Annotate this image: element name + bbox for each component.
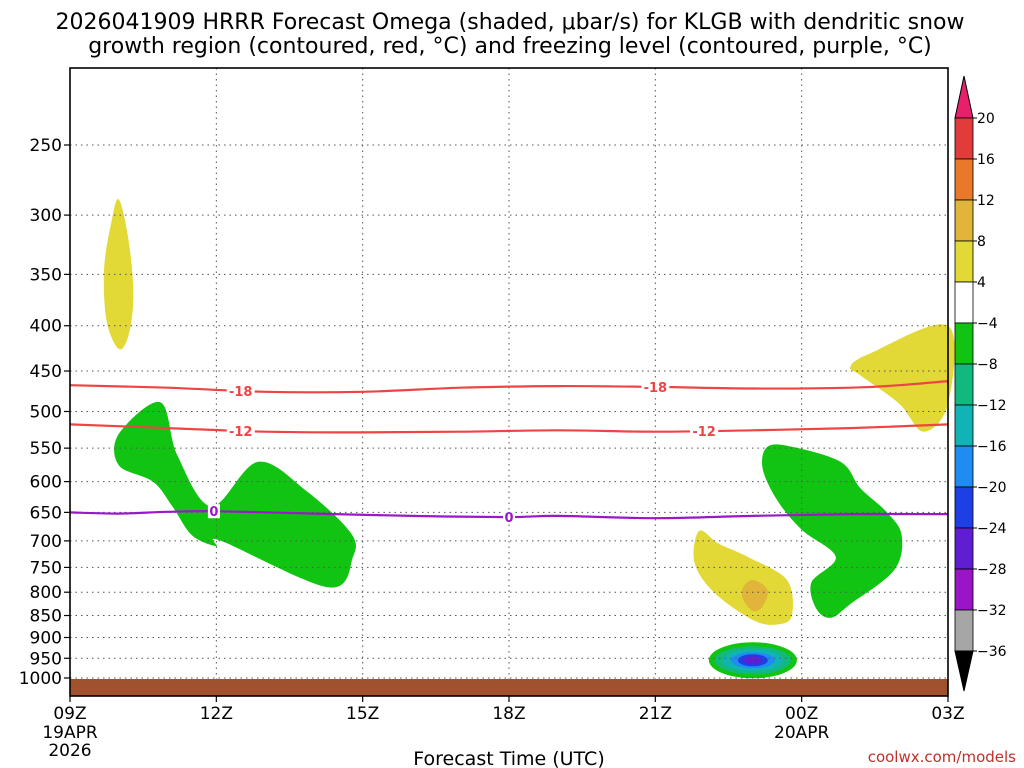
y-tick-label: 650	[30, 503, 62, 523]
colorbar-top-arrow	[954, 75, 974, 119]
y-tick-label: 600	[30, 473, 62, 493]
x-tick-label: 21Z	[639, 704, 672, 724]
colorbar-label: −8	[977, 357, 998, 373]
colorbar-box	[954, 486, 974, 529]
y-axis-ticks: 2503003504004505005506006507007508008509…	[19, 136, 70, 689]
contour-line	[69, 510, 949, 520]
x-tick-date: 19APR	[42, 723, 98, 743]
colorbar-box	[954, 363, 974, 406]
colorbar-box	[954, 445, 974, 488]
omega-bullseye-ring	[743, 656, 762, 665]
colorbar: 20 16 12 8 4 −4 −8 −12 −16 −20 −24 −28 −32 −36	[954, 75, 1007, 692]
contour-label: -18	[644, 381, 668, 396]
x-tick-label: 00Z	[785, 704, 818, 724]
omega-region	[741, 579, 768, 612]
colorbar-box	[954, 281, 974, 324]
y-tick-label: 500	[30, 403, 62, 423]
colorbar-label: 4	[977, 275, 986, 291]
y-tick-label: 450	[30, 362, 62, 382]
x-tick-year: 2026	[48, 741, 91, 761]
colorbar-box	[954, 117, 974, 160]
colorbar-label: −24	[977, 521, 1007, 537]
x-tick-label: 15Z	[346, 704, 379, 724]
colorbar-label: −4	[977, 316, 998, 332]
y-tick-label: 750	[30, 558, 62, 578]
x-tick-label: 03Z	[931, 704, 964, 724]
colorbar-label: 8	[977, 234, 986, 250]
contour-label: -12	[229, 425, 253, 440]
colorbar-box	[954, 199, 974, 242]
colorbar-label: −12	[977, 398, 1007, 414]
contour-line	[69, 423, 949, 434]
omega-region	[103, 198, 134, 350]
title-line-1: 2026041909 HRRR Forecast Omega (shaded, …	[55, 10, 964, 35]
colorbar-bottom-arrow	[954, 650, 974, 692]
omega-region	[850, 324, 955, 432]
colorbar-label: 12	[977, 193, 995, 209]
colorbar-label: −28	[977, 562, 1007, 578]
colorbar-label: 16	[977, 152, 995, 168]
y-tick-label: 250	[30, 136, 62, 156]
contour-label-bg	[641, 379, 670, 394]
colorbar-label: −36	[977, 644, 1007, 660]
contour-label-bg	[207, 504, 220, 519]
colorbar-box	[954, 404, 974, 447]
y-tick-label: 400	[30, 317, 62, 337]
x-tick-date: 20APR	[774, 723, 830, 743]
omega-region	[762, 444, 903, 618]
y-tick-label: 550	[30, 439, 62, 459]
contour-label: -12	[692, 425, 716, 440]
temperature-contours: -18 -18 -12 -12 0 0	[69, 379, 949, 526]
colorbar-box	[954, 527, 974, 570]
y-tick-label: 1000	[19, 669, 62, 689]
colorbar-box	[954, 322, 974, 365]
contour-label-bg	[690, 423, 719, 438]
y-tick-label: 700	[30, 532, 62, 552]
gridlines	[69, 68, 949, 696]
ground-surface	[70, 679, 948, 696]
omega-region	[693, 530, 793, 625]
y-tick-label: 850	[30, 607, 62, 627]
y-tick-label: 300	[30, 206, 62, 226]
colorbar-label: 20	[977, 111, 995, 127]
x-tick-label: 18Z	[492, 704, 525, 724]
colorbar-box	[954, 568, 974, 611]
colorbar-box	[954, 240, 974, 283]
y-tick-label: 950	[30, 649, 62, 669]
contour-label: 0	[504, 511, 513, 526]
colorbar-label: −32	[977, 603, 1007, 619]
colorbar-box	[954, 609, 974, 652]
colorbar-box	[954, 158, 974, 201]
y-tick-label: 350	[30, 265, 62, 285]
credit-text: coolwx.com/models	[868, 748, 1016, 766]
colorbar-label: −16	[977, 439, 1007, 455]
colorbar-label: −20	[977, 480, 1007, 496]
contour-label-bg	[503, 510, 515, 525]
y-tick-label: 800	[30, 583, 62, 603]
y-tick-label: 900	[30, 628, 62, 648]
title-line-2: growth region (contoured, red, °C) and f…	[88, 34, 932, 59]
x-tick-label: 09Z	[53, 704, 86, 724]
x-axis-label: Forecast Time (UTC)	[413, 748, 604, 768]
contour-label-bg	[226, 423, 255, 438]
contour-label: 0	[209, 505, 218, 520]
contour-label: -18	[229, 385, 253, 400]
x-tick-label: 12Z	[200, 704, 233, 724]
contour-label-bg	[226, 383, 255, 398]
